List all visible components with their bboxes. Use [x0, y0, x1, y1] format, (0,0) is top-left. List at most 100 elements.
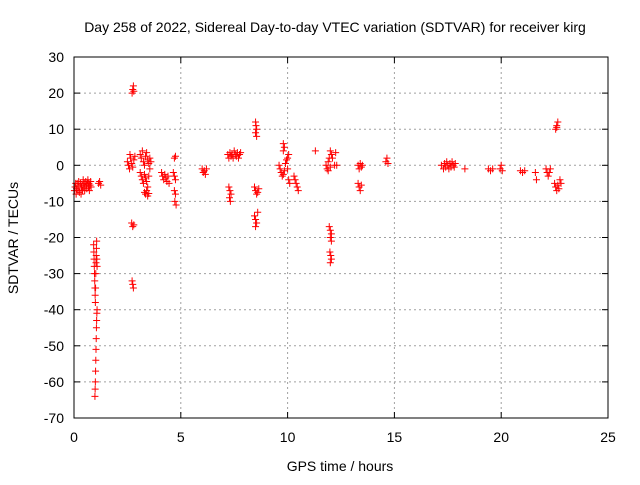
- data-point: [252, 223, 260, 231]
- y-tick-label: 10: [48, 121, 64, 137]
- data-point: [142, 174, 150, 182]
- data-point: [137, 172, 145, 180]
- plot-frame: [73, 56, 609, 419]
- data-point: [138, 147, 146, 155]
- data-point: [280, 167, 288, 175]
- data-point: [544, 172, 552, 180]
- data-point: [285, 150, 293, 158]
- y-tick-label: -50: [44, 338, 64, 354]
- data-point: [276, 165, 284, 173]
- data-point: [97, 181, 105, 189]
- data-point: [325, 223, 333, 231]
- data-point: [333, 161, 341, 169]
- y-tick-label: 20: [48, 85, 64, 101]
- data-point: [129, 85, 137, 93]
- data-point: [327, 230, 335, 238]
- x-tick-label: 0: [70, 429, 78, 445]
- data-point: [326, 147, 334, 155]
- data-point: [123, 158, 131, 166]
- data-point: [237, 149, 245, 157]
- data-point: [146, 165, 154, 173]
- data-point: [136, 150, 144, 158]
- data-point: [75, 188, 83, 196]
- data-point: [75, 178, 83, 186]
- data-point: [92, 259, 100, 267]
- y-tick-label: 0: [56, 157, 64, 173]
- data-point: [327, 237, 335, 245]
- data-point: [384, 159, 392, 167]
- data-point: [91, 385, 99, 393]
- data-point: [497, 161, 505, 169]
- data-point: [91, 378, 99, 386]
- x-tick-label: 10: [280, 429, 296, 445]
- data-point: [328, 154, 336, 162]
- data-point: [92, 367, 100, 375]
- y-tick-label: -20: [44, 230, 64, 246]
- data-point: [93, 255, 101, 263]
- data-point: [170, 154, 178, 162]
- data-point: [92, 270, 100, 278]
- data-point: [236, 150, 244, 158]
- data-point: [124, 161, 132, 169]
- data-point: [129, 284, 137, 292]
- data-point: [202, 165, 210, 173]
- data-point: [130, 87, 138, 95]
- y-tick-label: -30: [44, 266, 64, 282]
- data-point: [226, 197, 234, 205]
- data-point: [285, 176, 293, 184]
- data-point: [279, 147, 287, 155]
- data-point: [532, 176, 540, 184]
- data-point: [128, 159, 136, 167]
- data-point: [358, 161, 366, 169]
- data-point: [327, 150, 335, 158]
- data-point: [85, 187, 93, 195]
- data-point: [171, 176, 179, 184]
- data-point: [90, 241, 98, 249]
- grid-lines: [74, 57, 608, 418]
- data-point: [92, 345, 100, 353]
- data-point: [326, 248, 334, 256]
- data-point: [137, 154, 145, 162]
- data-point: [127, 154, 135, 162]
- y-axis-label: SDTVAR / TECUs: [5, 182, 21, 294]
- data-point: [279, 140, 287, 148]
- data-point: [250, 212, 258, 220]
- data-point: [93, 262, 101, 270]
- x-tick-label: 5: [177, 429, 185, 445]
- data-point: [93, 317, 101, 325]
- data-point: [545, 169, 553, 177]
- data-point: [227, 190, 235, 198]
- data-point: [498, 167, 506, 175]
- data-point: [143, 149, 151, 157]
- data-point: [142, 152, 150, 160]
- data-point: [147, 158, 155, 166]
- data-point: [450, 163, 458, 171]
- data-point: [85, 179, 93, 187]
- y-tick-label: -10: [44, 193, 64, 209]
- data-point: [170, 172, 178, 180]
- data-point: [140, 170, 148, 178]
- data-point: [91, 291, 99, 299]
- data-point: [164, 172, 172, 180]
- data-point: [322, 161, 330, 169]
- data-point: [77, 190, 85, 198]
- data-point: [326, 234, 334, 241]
- data-point: [140, 161, 148, 169]
- data-point: [92, 244, 100, 252]
- data-point: [145, 189, 153, 197]
- data-point: [556, 176, 564, 184]
- data-point: [92, 356, 100, 364]
- data-point: [139, 158, 147, 166]
- data-point: [143, 178, 151, 186]
- data-point: [554, 118, 562, 126]
- data-point: [126, 165, 134, 173]
- x-axis-label: GPS time / hours: [287, 458, 394, 474]
- data-point: [136, 169, 144, 177]
- data-point: [293, 183, 301, 191]
- data-point: [93, 237, 101, 245]
- data-point: [91, 298, 99, 306]
- data-point: [327, 252, 335, 260]
- data-point: [531, 169, 539, 177]
- data-point: [279, 170, 287, 178]
- data-point: [284, 154, 292, 162]
